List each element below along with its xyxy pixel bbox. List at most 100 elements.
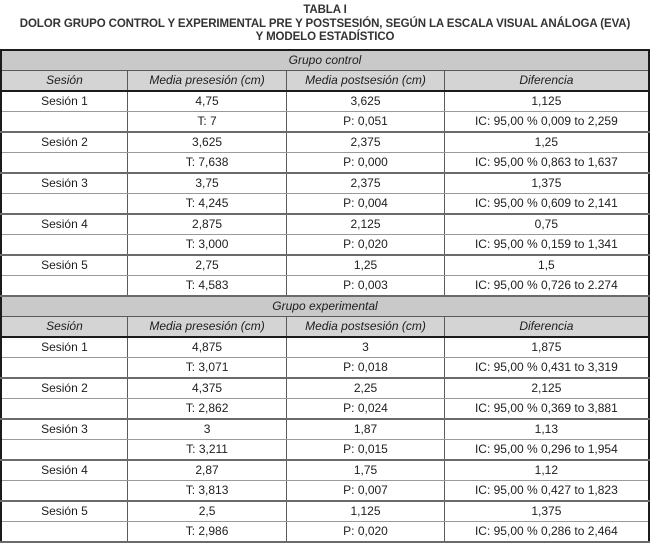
session-cell: [0, 234, 128, 256]
table-row: Sesión 5 2,5 1,125 1,375: [0, 500, 650, 522]
session-cell: Sesión 4: [0, 459, 128, 481]
post-mean-cell: 1,25: [286, 254, 445, 276]
pre-mean-cell: T: 4,583: [126, 275, 288, 297]
table-row: Sesión 3 3 1,87 1,13: [0, 418, 650, 440]
table-row: Sesión 1 4,875 3 1,875: [0, 336, 650, 358]
difference-cell: IC: 95,00 % 0,609 to 2,141: [443, 193, 650, 215]
post-mean-cell: 2,25: [286, 377, 445, 399]
post-mean-cell: P: 0,051: [286, 111, 445, 133]
table-row: T: 3,071 P: 0,018 IC: 95,00 % 0,431 to 3,3…: [0, 357, 650, 379]
difference-cell: IC: 95,00 % 0,863 to 1,637: [443, 152, 650, 174]
table-row: Sesión 2 4,375 2,25 2,125: [0, 377, 650, 399]
pre-mean-cell: T: 3,211: [126, 439, 288, 461]
table-row: Sesión 3 3,75 2,375 1,375: [0, 172, 650, 194]
pre-mean-cell: 4,875: [126, 336, 288, 358]
difference-cell: 2,125: [443, 377, 650, 399]
pre-mean-cell: 4,375: [126, 377, 288, 399]
post-mean-cell: 3: [286, 336, 445, 358]
pre-mean-cell: 4,75: [126, 90, 288, 112]
difference-cell: 1,375: [443, 172, 650, 194]
session-cell: Sesión 2: [0, 377, 128, 399]
session-cell: Sesión 1: [0, 336, 128, 358]
results-table-body: Grupo control Sesión Media presesión (cm) M…: [0, 48, 650, 543]
table-row: T: 3,000 P: 0,020 IC: 95,00 % 0,159 to 1,3…: [0, 234, 650, 256]
session-cell: [0, 521, 128, 543]
column-header: Diferencia: [443, 70, 650, 92]
post-mean-cell: P: 0,020: [286, 234, 445, 256]
post-mean-cell: P: 0,020: [286, 521, 445, 543]
post-mean-cell: 2,125: [286, 213, 445, 235]
session-cell: Sesión 5: [0, 254, 128, 276]
difference-cell: IC: 95,00 % 0,369 to 3,881: [443, 398, 650, 420]
session-cell: Sesión 3: [0, 172, 128, 194]
difference-cell: 0,75: [443, 213, 650, 235]
session-cell: Sesión 2: [0, 131, 128, 153]
session-cell: Sesión 1: [0, 90, 128, 112]
group-title: Grupo control: [0, 48, 650, 71]
results-table: Grupo control Sesión Media presesión (cm) M…: [0, 48, 650, 543]
table-row: T: 4,583 P: 0,003 IC: 95,00 % 0,726 to 2.2…: [0, 275, 650, 297]
table-row: T: 3,211 P: 0,015 IC: 95,00 % 0,296 to 1,9…: [0, 439, 650, 461]
session-cell: [0, 152, 128, 174]
pre-mean-cell: 3,75: [126, 172, 288, 194]
table-row: T: 7,638 P: 0,000 IC: 95,00 % 0,863 to 1,6…: [0, 152, 650, 174]
session-cell: [0, 275, 128, 297]
pre-mean-cell: T: 4,245: [126, 193, 288, 215]
pre-mean-cell: 3: [126, 418, 288, 440]
difference-cell: IC: 95,00 % 0,726 to 2.274: [443, 275, 650, 297]
table-title-line1: DOLOR GRUPO CONTROL Y EXPERIMENTAL PRE Y…: [19, 17, 631, 30]
pre-mean-cell: 2,75: [126, 254, 288, 276]
column-header: Media postsesión (cm): [286, 316, 445, 338]
table-row: T: 2,862 P: 0,024 IC: 95,00 % 0,369 to 3,8…: [0, 398, 650, 420]
column-header: Sesión: [0, 316, 128, 338]
difference-cell: IC: 95,00 % 0,159 to 1,341: [443, 234, 650, 256]
column-header-row: Sesión Media presesión (cm) Media postsesi…: [0, 316, 650, 338]
difference-cell: 1,875: [443, 336, 650, 358]
post-mean-cell: 2,375: [286, 172, 445, 194]
difference-cell: IC: 95,00 % 0,427 to 1,823: [443, 480, 650, 502]
column-header: Diferencia: [443, 316, 650, 338]
post-mean-cell: P: 0,024: [286, 398, 445, 420]
difference-cell: 1,12: [443, 459, 650, 481]
pre-mean-cell: T: 3,071: [126, 357, 288, 379]
table-row: Sesión 5 2,75 1,25 1,5: [0, 254, 650, 276]
session-cell: [0, 357, 128, 379]
difference-cell: IC: 95,00 % 0,431 to 3,319: [443, 357, 650, 379]
post-mean-cell: 2,375: [286, 131, 445, 153]
group-band-row: Grupo experimental: [0, 294, 650, 317]
difference-cell: IC: 95,00 % 0,009 to 2,259: [443, 111, 650, 133]
post-mean-cell: P: 0,000: [286, 152, 445, 174]
post-mean-cell: P: 0,007: [286, 480, 445, 502]
table-row: Sesión 4 2,87 1,75 1,12: [0, 459, 650, 481]
column-header: Media presesión (cm): [126, 316, 288, 338]
difference-cell: 1,5: [443, 254, 650, 276]
session-cell: Sesión 4: [0, 213, 128, 235]
session-cell: [0, 398, 128, 420]
difference-cell: 1,125: [443, 90, 650, 112]
pre-mean-cell: 2,875: [126, 213, 288, 235]
post-mean-cell: 1,125: [286, 500, 445, 522]
table-row: Sesión 2 3,625 2,375 1,25: [0, 131, 650, 153]
session-cell: Sesión 5: [0, 500, 128, 522]
post-mean-cell: P: 0,004: [286, 193, 445, 215]
difference-cell: 1,25: [443, 131, 650, 153]
difference-cell: 1,375: [443, 500, 650, 522]
table-row: T: 2,986 P: 0,020 IC: 95,00 % 0,286 to 2,4…: [0, 521, 650, 543]
post-mean-cell: 1,87: [286, 418, 445, 440]
pre-mean-cell: T: 2,862: [126, 398, 288, 420]
table-row: T: 3,813 P: 0,007 IC: 95,00 % 0,427 to 1,8…: [0, 480, 650, 502]
table-title-block: TABLA I DOLOR GRUPO CONTROL Y EXPERIMENT…: [0, 0, 650, 45]
pre-mean-cell: T: 2,986: [126, 521, 288, 543]
pre-mean-cell: T: 3,000: [126, 234, 288, 256]
post-mean-cell: P: 0,015: [286, 439, 445, 461]
table-title-line2: Y MODELO ESTADÍSTICO: [255, 31, 395, 43]
table-row: Sesión 4 2,875 2,125 0,75: [0, 213, 650, 235]
table-row: Sesión 1 4,75 3,625 1,125: [0, 90, 650, 112]
table-label: TABLA I: [303, 4, 347, 16]
pre-mean-cell: T: 3,813: [126, 480, 288, 502]
table-row: T: 4,245 P: 0,004 IC: 95,00 % 0,609 to 2,1…: [0, 193, 650, 215]
difference-cell: IC: 95,00 % 0,296 to 1,954: [443, 439, 650, 461]
group-title: Grupo experimental: [0, 294, 650, 317]
pre-mean-cell: 2,5: [126, 500, 288, 522]
